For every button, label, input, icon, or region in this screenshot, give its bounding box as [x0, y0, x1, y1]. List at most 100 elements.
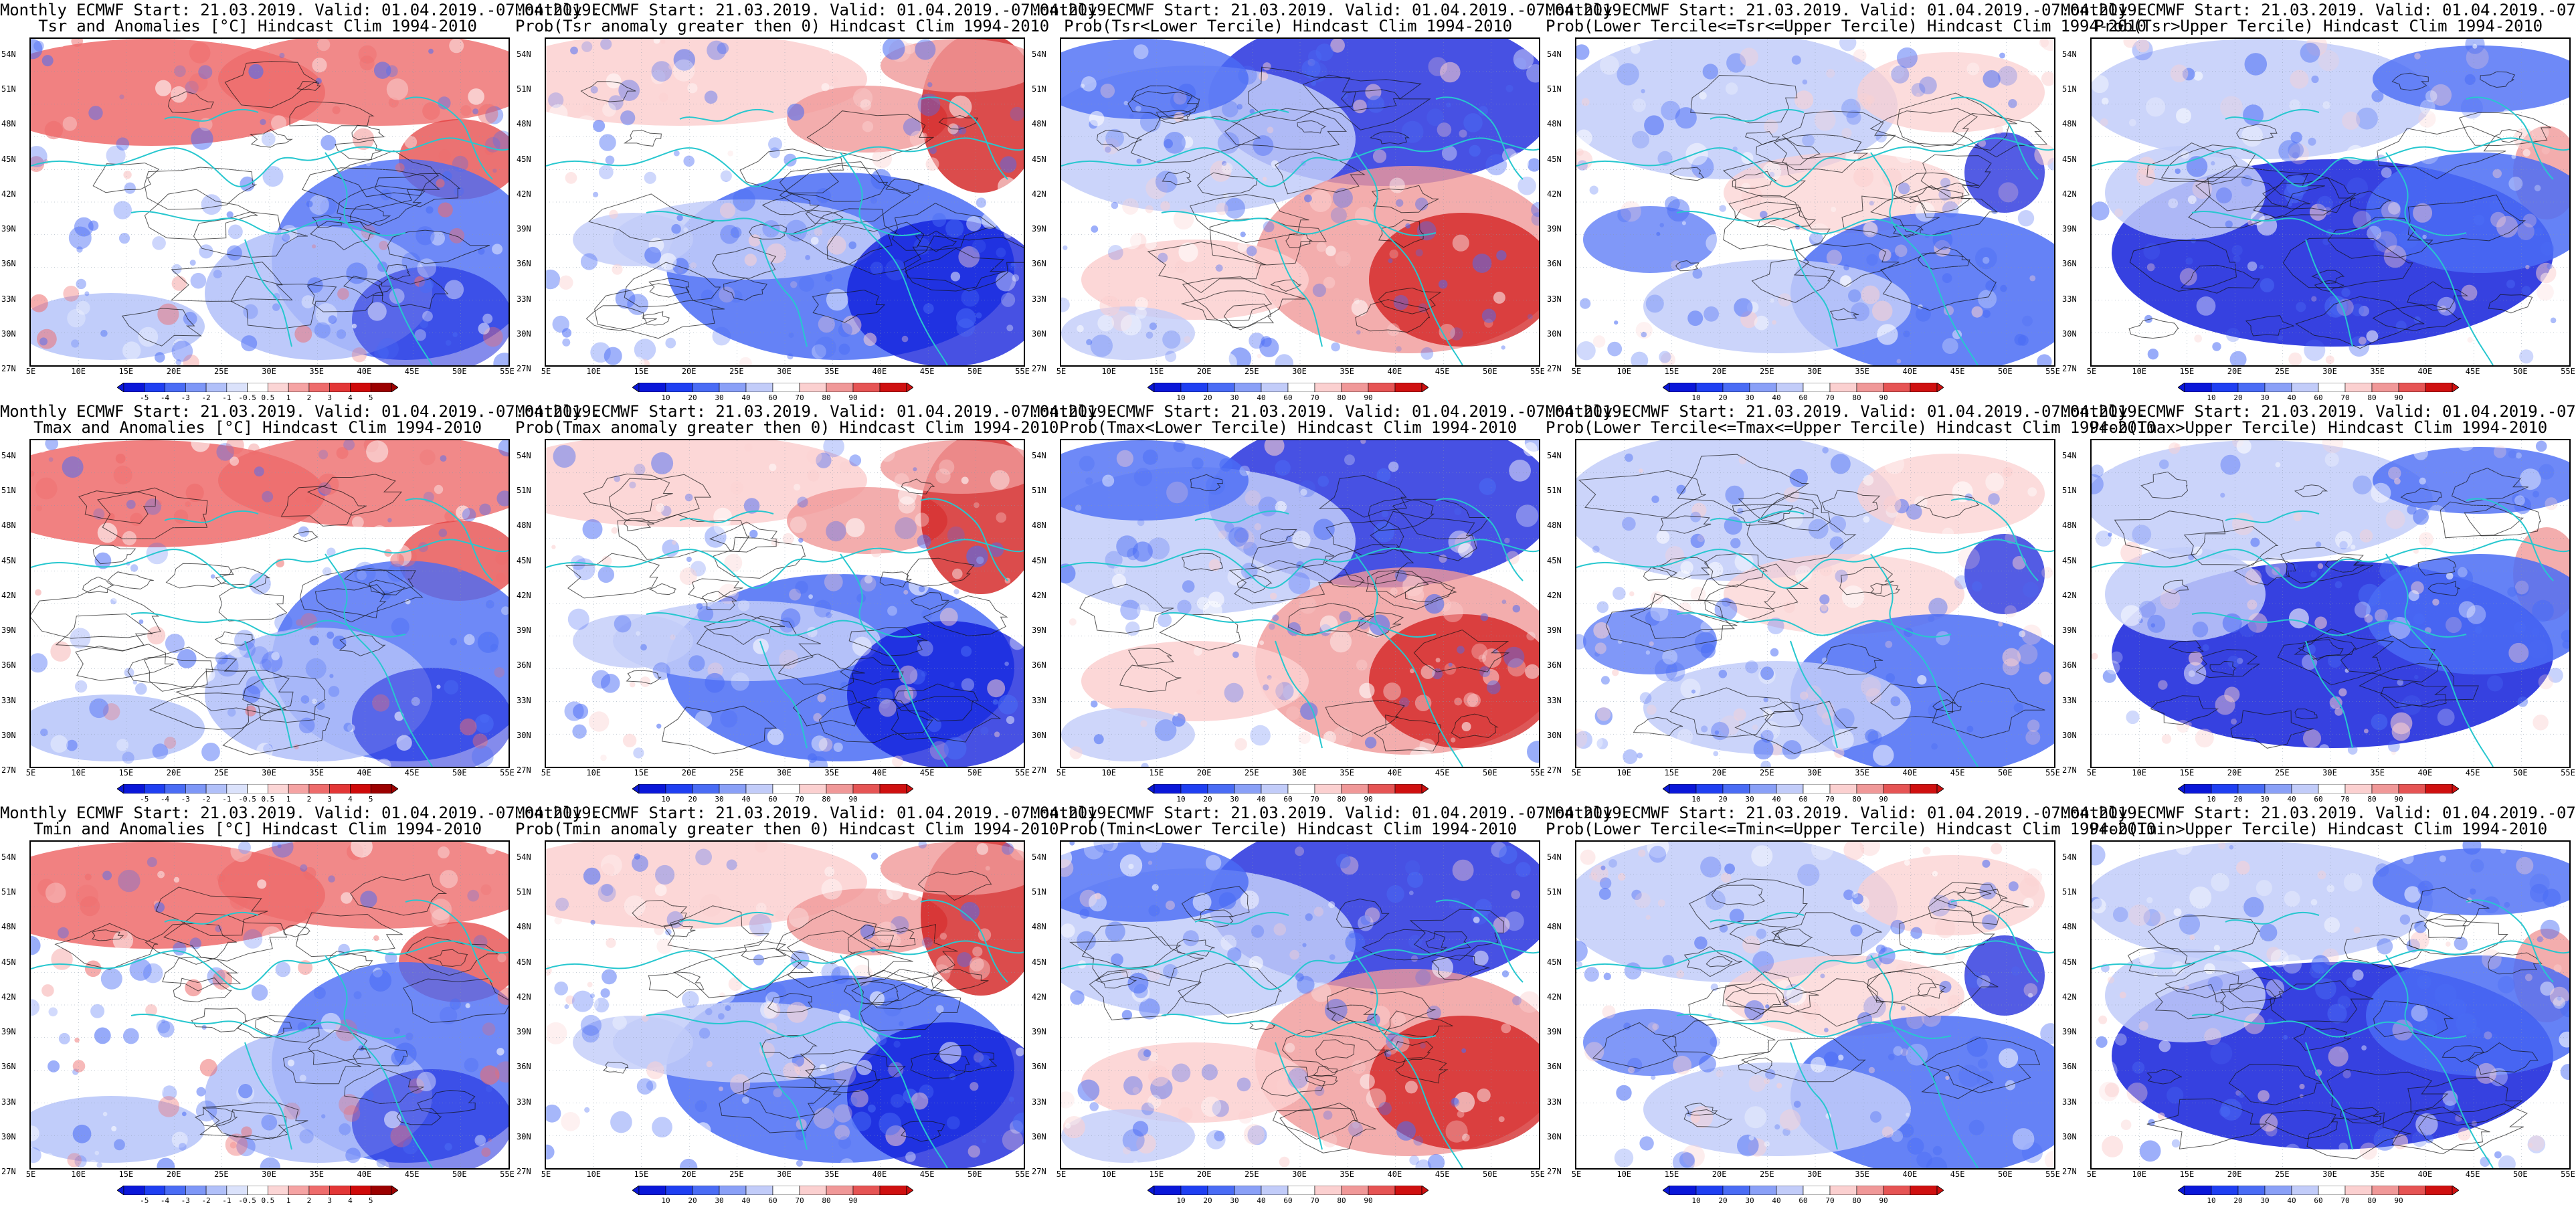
colorbar-tick-label: 60 [2314, 393, 2323, 402]
field-speckle [2375, 231, 2397, 253]
field-speckle [1409, 1155, 1419, 1166]
field-speckle [1298, 480, 1316, 498]
field-speckle [646, 1080, 657, 1091]
field-speckle [573, 558, 595, 581]
field-speckle [2158, 459, 2169, 470]
field-speckle [2168, 198, 2179, 209]
isoline-contour [1898, 909, 1995, 954]
field-speckle [1942, 273, 1952, 284]
field-speckle [1339, 611, 1352, 623]
field-speckle [390, 553, 405, 567]
field-speckle [1322, 1133, 1338, 1147]
field-speckle [312, 244, 316, 249]
field-speckle [613, 1112, 636, 1135]
latitude-tick-label: 27N [517, 765, 531, 775]
isoline-contour [1209, 217, 1327, 266]
colorbar-tick-label: 80 [822, 393, 831, 402]
isoline-contour [396, 1108, 442, 1125]
field-speckle [1678, 602, 1691, 616]
colorbar [632, 1186, 913, 1195]
colorbar-tick-label: 60 [1799, 1196, 1808, 1205]
field-speckle [818, 316, 835, 333]
map-frame [2090, 439, 2571, 768]
field-speckle [31, 653, 48, 673]
colorbar-low-extend [632, 784, 640, 794]
field-speckle [2503, 109, 2510, 116]
latitude-tick-label: 36N [1, 1062, 16, 1072]
field-speckle [2158, 680, 2168, 690]
isoline-contour [1260, 528, 1297, 543]
latitude-tick-label: 45N [517, 555, 531, 565]
field-speckle [248, 443, 260, 455]
latitude-tick-label: 42N [2062, 590, 2077, 600]
field-speckle [395, 163, 405, 173]
map-frame [2090, 840, 2571, 1170]
field-speckle [254, 466, 264, 477]
colorbar-swatch [2344, 784, 2373, 794]
colorbar-swatch [2291, 383, 2319, 392]
field-speckle [1999, 1048, 2019, 1069]
colorbar [1663, 1186, 1944, 1195]
field-speckle [359, 56, 375, 71]
field-speckle [162, 1085, 177, 1101]
field-speckle [1141, 763, 1149, 767]
field-speckle [729, 290, 743, 303]
field-speckle [723, 931, 733, 942]
colorbar-tick-label: 30 [715, 1196, 724, 1205]
field-speckle [243, 304, 258, 319]
field-speckle [114, 559, 129, 574]
field-speckle [379, 240, 389, 250]
field-speckle [980, 727, 989, 735]
field-speckle [1891, 65, 1910, 84]
coastline [759, 239, 808, 347]
field-speckle [1173, 209, 1194, 229]
latitude-tick-label: 45N [1547, 957, 1562, 967]
field-speckle [2011, 966, 2021, 976]
isoline-contour [931, 969, 989, 992]
longitude-tick-label: 55E [1015, 1170, 1030, 1179]
field-speckle [2299, 1083, 2305, 1090]
field-speckle [1936, 631, 1950, 646]
field-speckle [1998, 622, 2003, 627]
field-speckle [281, 225, 298, 242]
field-speckle [2143, 909, 2161, 927]
field-speckle [1388, 461, 1399, 472]
field-speckle [2413, 446, 2428, 460]
field-speckle [2407, 504, 2417, 515]
colorbar-tick-label: 3 [327, 795, 332, 804]
field-speckle [58, 927, 69, 939]
field-speckle [312, 58, 327, 73]
longitude-tick-label: 40E [872, 1170, 887, 1179]
field-speckle [173, 876, 180, 883]
field-speckle [1251, 925, 1265, 938]
coastline [31, 539, 509, 589]
anomaly-field-region [2105, 146, 2266, 240]
colorbar-swatch [2318, 1186, 2346, 1195]
field-speckle [872, 148, 893, 169]
field-speckle [597, 884, 616, 903]
isoline-contour [1829, 308, 1859, 320]
latitude-tick-label: 39N [1032, 626, 1046, 636]
colorbar-swatch [1314, 1186, 1342, 1195]
field-speckle [970, 957, 984, 971]
isoline-contour [214, 631, 254, 646]
isoline-contour [2280, 547, 2373, 583]
field-speckle [2017, 210, 2035, 227]
field-speckle [660, 39, 666, 44]
field-speckle [72, 1060, 86, 1073]
field-speckle [2553, 964, 2562, 973]
field-speckle [158, 1096, 179, 1117]
longitude-tick-label: 50E [452, 768, 467, 777]
field-speckle [1214, 1131, 1225, 1141]
field-speckle [634, 339, 656, 361]
colorbar-tick-label: -5 [140, 795, 149, 804]
latitude-tick-label: 33N [1032, 1097, 1046, 1107]
field-speckle [1212, 1100, 1229, 1117]
field-speckle [1164, 132, 1186, 154]
longitude-tick-label: 20E [681, 1170, 697, 1179]
isoline-contour [1425, 931, 1471, 953]
anomaly-field-region [2366, 153, 2569, 273]
field-speckle [2002, 648, 2021, 667]
field-speckle [1974, 247, 1997, 270]
field-speckle [2092, 75, 2109, 94]
